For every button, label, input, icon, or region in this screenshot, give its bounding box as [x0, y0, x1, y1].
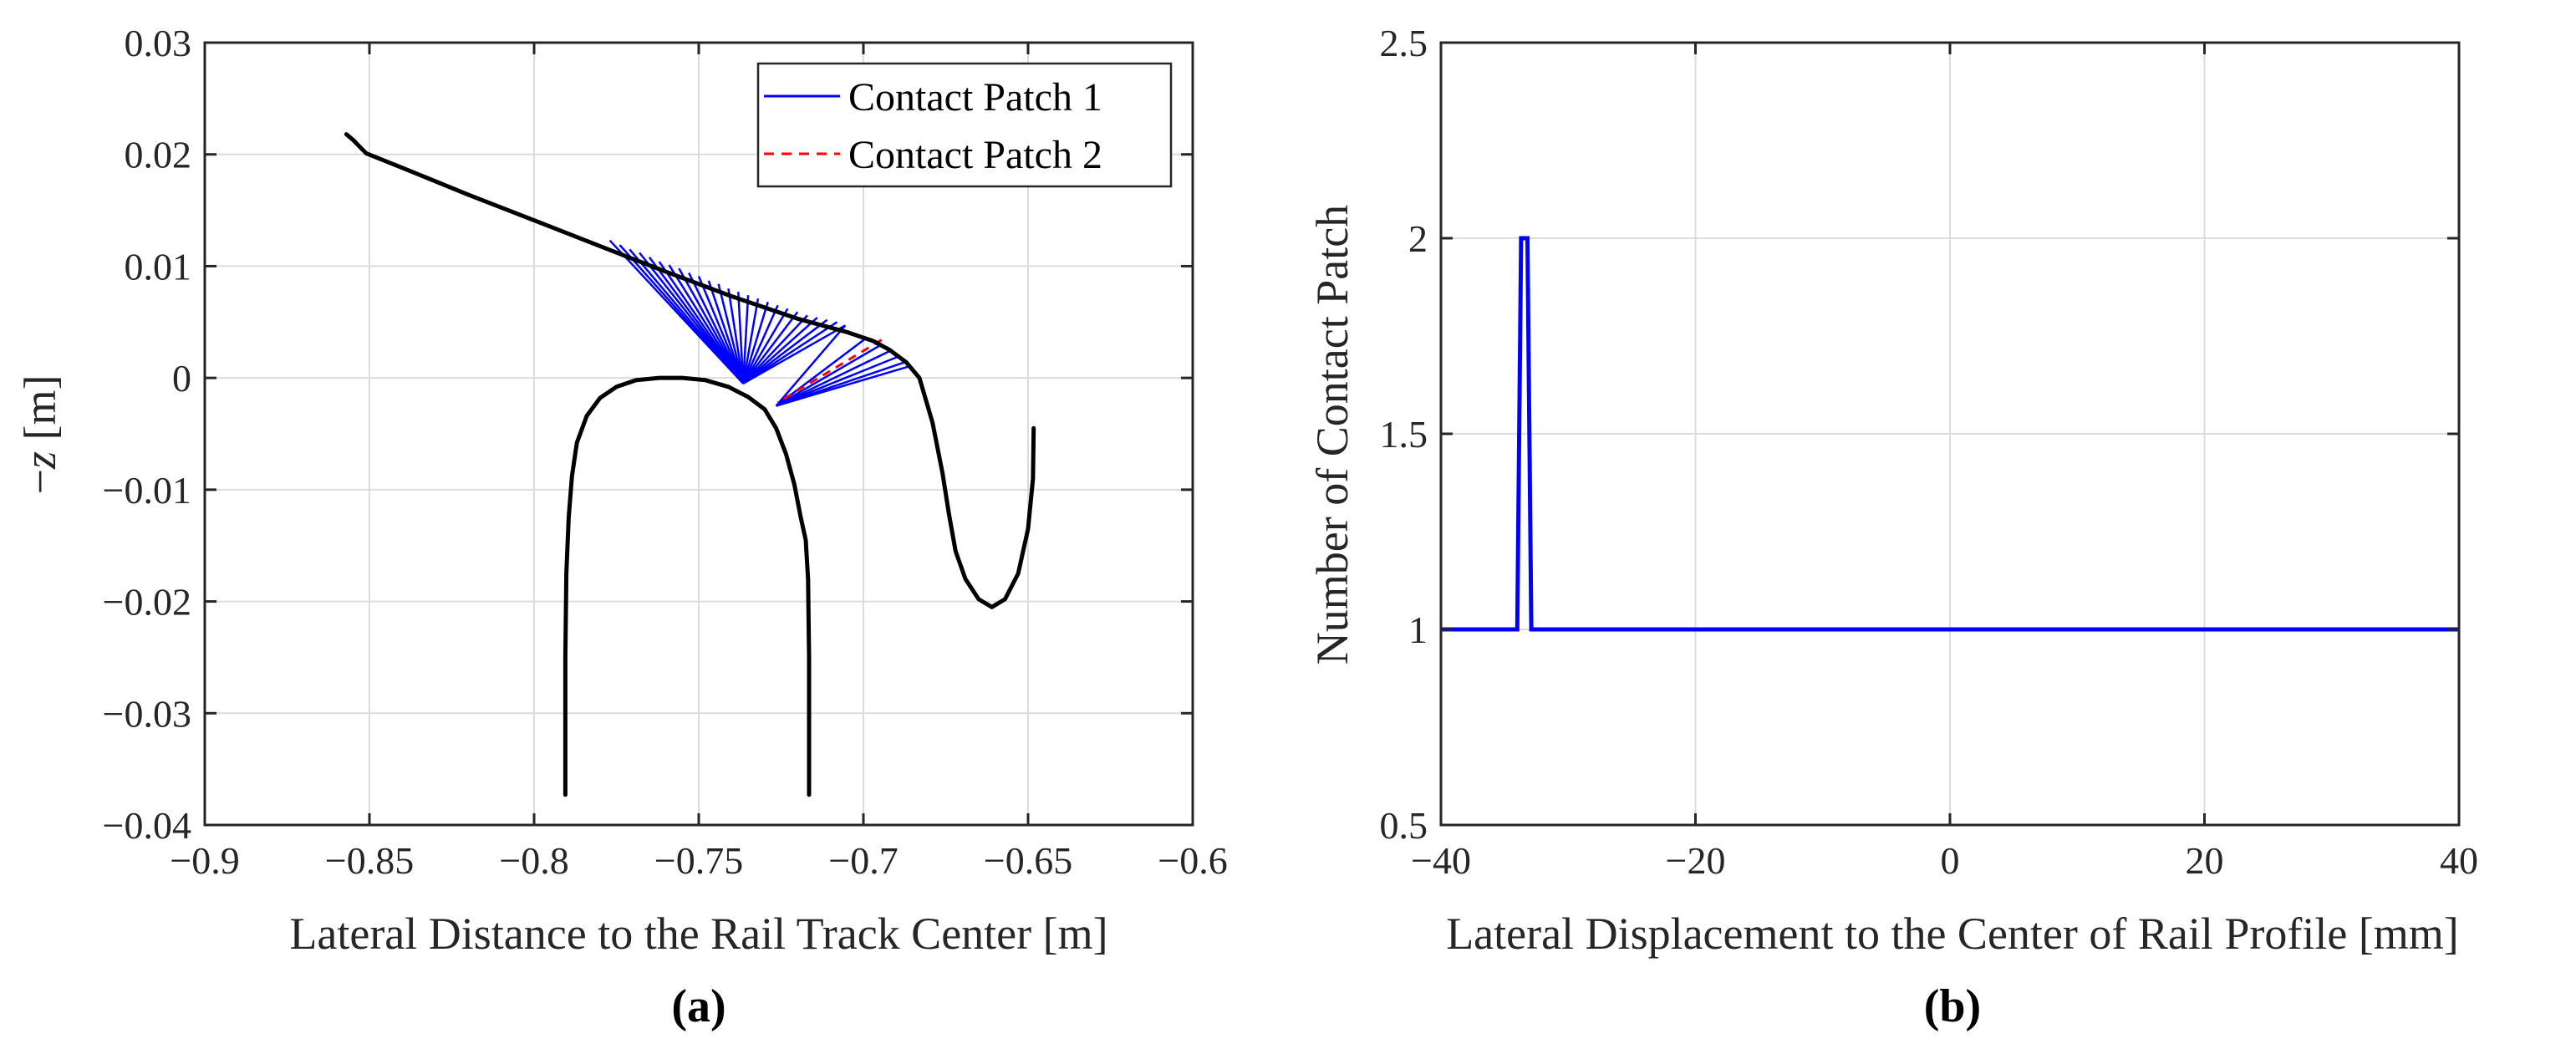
panel-b-x-tick-label: −20	[1666, 839, 1726, 882]
panel-b-tag: (b)	[1924, 980, 1981, 1032]
contact-patch-1-line	[776, 365, 909, 407]
panel-a-y-tick-label: −0.04	[103, 804, 191, 847]
contact-patch-1-line	[737, 292, 745, 384]
panel-b-x-tick-label: −40	[1411, 839, 1471, 882]
panel-a-tag: (a)	[671, 980, 725, 1032]
panel-a-x-tick-label: −0.85	[325, 839, 414, 882]
contact-patch-1-line	[742, 311, 799, 384]
panel-a-y-axis-label: −z [m]	[15, 375, 65, 495]
panel-b-y-tick-label: 2.5	[1380, 22, 1428, 64]
wheel-profile-line	[344, 132, 1036, 609]
panel-a-x-tick-label: −0.9	[170, 839, 239, 882]
contact-patch-1-line	[688, 272, 745, 384]
legend-label-patch-1: Contact Patch 1	[848, 75, 1102, 120]
panel-b-x-axis-label: Lateral Displacement to the Center of Ra…	[1446, 909, 2459, 959]
legend-label-patch-2: Contact Patch 2	[848, 133, 1102, 177]
contact-patch-1-line	[741, 298, 760, 384]
panel-b-y-axis-label: Number of Contact Patch	[1307, 205, 1357, 665]
contact-patch-2-line	[776, 339, 883, 404]
panel-b-x-tick-label: 0	[1941, 839, 1960, 882]
contact-patch-1-line	[775, 344, 881, 407]
panel-b-ticks: −40 −20 0 20 40 0.5 1 1.5 2 2.5	[1380, 22, 2479, 882]
panel-b-y-tick-label: 0.5	[1380, 804, 1428, 847]
panel-a-y-tick-label: −0.02	[103, 581, 191, 624]
panel-b-y-tick-label: 1	[1408, 609, 1428, 651]
panel-a-x-axis-label: Lateral Distance to the Rail Track Cente…	[289, 909, 1107, 959]
contact-patch-1-line	[678, 267, 745, 384]
contact-patch-1-line	[775, 324, 847, 407]
panel-a-y-tick-label: 0.03	[125, 22, 192, 64]
panel-b-x-tick-label: 20	[2186, 839, 2224, 882]
panel-b-grid	[1440, 42, 2460, 826]
panel-b-y-tick-label: 2	[1408, 217, 1428, 260]
panel-a-y-tick-label: 0.02	[125, 134, 192, 176]
contact-patch-1-line	[742, 318, 828, 384]
contact-patch-1-line	[727, 288, 745, 384]
panel-b-x-tick-label: 40	[2440, 839, 2478, 882]
legend: Contact Patch 1 Contact Patch 2	[756, 62, 1173, 188]
contact-patch-1-line	[668, 264, 745, 384]
contact-patch-1-line	[742, 314, 808, 384]
contact-patch-1-line	[776, 349, 891, 407]
y-label-unit: [m]	[15, 375, 65, 451]
contact-patch-1-line	[742, 317, 818, 384]
contact-patch-1-line	[742, 324, 846, 384]
contact-patch-count-line	[1441, 236, 2459, 632]
y-label-minus: −	[15, 469, 65, 494]
contact-patch-1-line	[742, 308, 789, 384]
panel-a-y-tick-label: −0.01	[103, 469, 191, 512]
panel-b-y-tick-label: 1.5	[1380, 413, 1428, 456]
panel-a-x-tick-label: −0.6	[1158, 839, 1227, 882]
contact-patch-1-line	[741, 295, 750, 384]
contact-patch-1-line	[742, 304, 779, 384]
contact-patch-1-line	[717, 283, 745, 384]
panel-a-x-tick-label: −0.7	[828, 839, 898, 882]
panel-a: −0.9 −0.85 −0.8 −0.75 −0.7 −0.65 −0.6−0.04−0.0…	[15, 22, 1228, 1032]
panel-a-x-tick-label: −0.8	[499, 839, 568, 882]
legend-box	[756, 62, 1173, 188]
panel-a-ticks: −0.9 −0.85 −0.8 −0.75 −0.7 −0.65 −0.6 −0.04 −0.0…	[103, 22, 1228, 882]
panel-a-y-tick-label: 0.01	[125, 245, 192, 288]
contact-patch-1-line	[658, 261, 745, 384]
panel-b: −40 −20 0 20 40 0.5 1 1.5 2 2.5 Lateral Displacem…	[1307, 22, 2478, 1032]
contact-patch-1-line	[707, 280, 745, 384]
contact-patch-1-line	[741, 301, 769, 384]
y-label-var: z	[15, 451, 65, 470]
panel-a-x-tick-label: −0.65	[984, 839, 1072, 882]
contact-patch-1-line	[697, 275, 745, 384]
rail-profile-line	[563, 375, 812, 797]
contact-patch-1-line	[776, 355, 899, 407]
panel-a-x-tick-label: −0.75	[654, 839, 743, 882]
contact-patch-1-line	[742, 321, 838, 384]
panel-a-y-tick-label: −0.03	[103, 692, 191, 735]
panel-a-contact-lines	[608, 239, 909, 407]
panel-a-y-tick-label: 0	[172, 357, 191, 400]
